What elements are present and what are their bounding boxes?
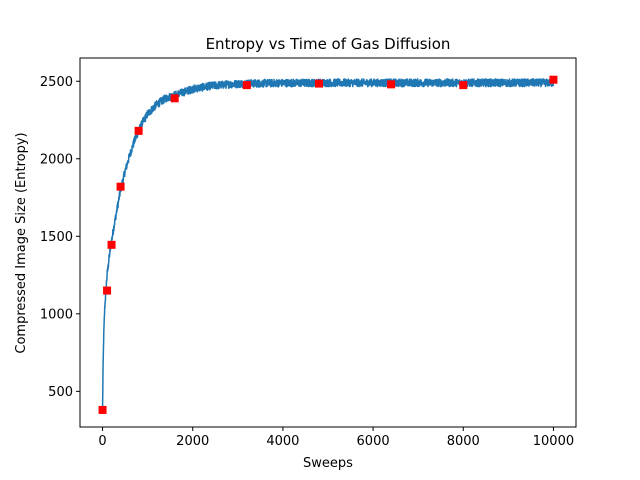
data-point-marker [314, 79, 323, 88]
x-tick-label: 2000 [176, 434, 209, 449]
data-point-marker [459, 81, 468, 90]
series-marker-layer [98, 75, 558, 414]
x-axis-ticks: 0 2000 4000 6000 8000 10000 [98, 427, 574, 449]
x-tick-label: 10000 [533, 434, 574, 449]
data-point-marker [134, 126, 143, 135]
y-tick-label: 2500 [40, 75, 73, 90]
data-point-marker [170, 94, 179, 103]
data-point-marker [387, 80, 396, 89]
x-tick-label: 8000 [447, 434, 480, 449]
y-tick-label: 500 [48, 385, 73, 400]
y-tick-label: 1500 [40, 230, 73, 245]
y-axis-label: Compressed Image Size (Entropy) [14, 132, 29, 353]
chart-title: Entropy vs Time of Gas Diffusion [206, 35, 451, 53]
x-tick-label: 4000 [266, 434, 299, 449]
y-tick-label: 1000 [40, 307, 73, 322]
x-tick-label: 0 [98, 434, 106, 449]
plot-area [79, 57, 577, 428]
data-point-marker [549, 75, 558, 84]
data-point-marker [107, 240, 116, 249]
x-tick-label: 6000 [357, 434, 390, 449]
y-axis-ticks: 500 1000 1500 2000 2500 [40, 75, 80, 400]
data-point-marker [103, 286, 112, 295]
axes-frame [79, 57, 577, 428]
x-axis-label: Sweeps [303, 456, 353, 471]
y-tick-label: 2000 [40, 152, 73, 167]
data-point-marker [116, 182, 125, 191]
data-point-marker [98, 405, 107, 414]
data-point-marker [242, 81, 251, 90]
